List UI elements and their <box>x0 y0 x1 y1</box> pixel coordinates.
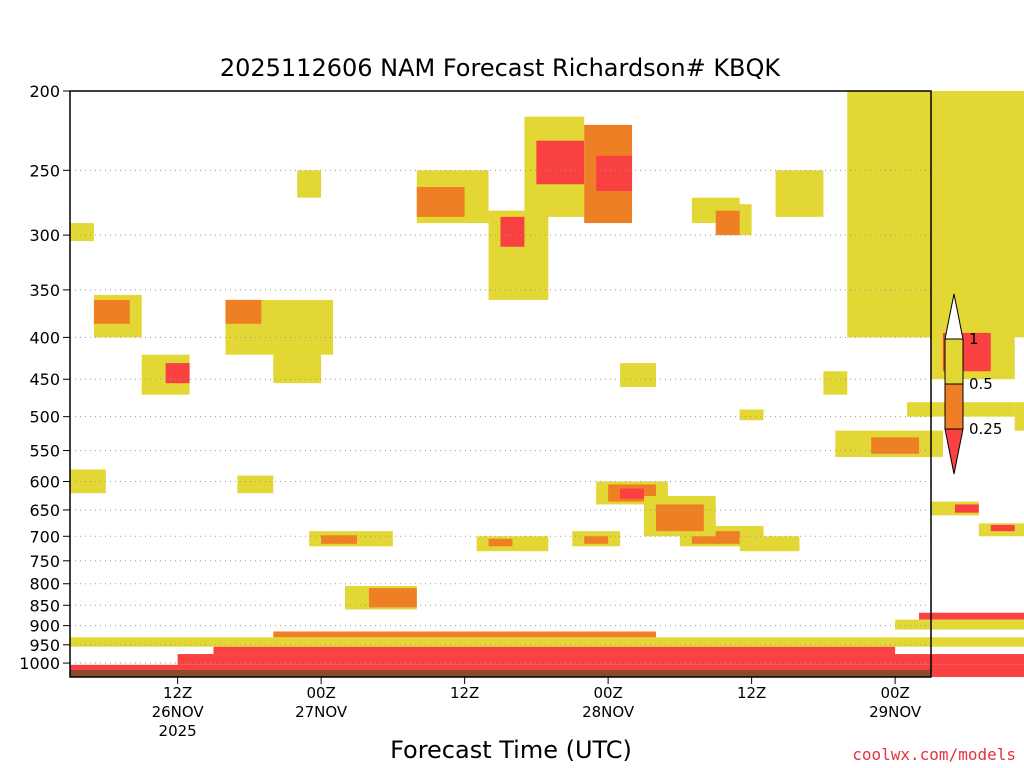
richardson-band-4 <box>273 631 656 638</box>
ground-strip <box>70 670 931 677</box>
richardson-region-32 <box>655 504 704 532</box>
richardson-region-10 <box>596 155 633 192</box>
colorbar-label-0-25: 0.25 <box>969 420 1002 438</box>
x-tick-label-0-1: 12Z <box>163 684 192 702</box>
x-tick-label-3-1: 00Z <box>593 684 622 702</box>
colorbar-label-0-5: 0.5 <box>969 375 993 393</box>
colorbar-bottom-arrow <box>944 428 964 475</box>
colorbar-band-0-25-to-0-5 <box>944 383 964 430</box>
richardson-region-27 <box>739 536 800 552</box>
y-tick-label-950: 950 <box>29 636 60 655</box>
y-axis: 200 250 300 350 400 450 500 550 600 650 700 750 800 8… <box>19 82 70 673</box>
richardson-region-53 <box>990 524 1015 532</box>
y-tick-label-700: 700 <box>29 527 60 546</box>
richardson-band-5 <box>919 612 1024 620</box>
richardson-band-1 <box>177 654 1024 665</box>
richardson-region-37 <box>476 536 549 552</box>
x-tick-label-4-1: 12Z <box>737 684 766 702</box>
richardson-region-46 <box>237 475 274 494</box>
colorbar-band-0-5-to-1 <box>944 338 964 385</box>
richardson-region-22 <box>871 437 920 454</box>
richardson-band-2 <box>213 646 896 655</box>
credit-text: coolwx.com/models <box>852 745 1016 764</box>
y-tick-label-550: 550 <box>29 442 60 461</box>
x-tick-label-5-1: 00Z <box>880 684 909 702</box>
richardson-region-51 <box>954 504 979 513</box>
y-tick-label-800: 800 <box>29 575 60 594</box>
richardson-region-8 <box>536 140 585 185</box>
richardson-region-47 <box>70 469 106 494</box>
richardson-region-43 <box>273 337 322 384</box>
richardson-region-24 <box>1014 402 1024 431</box>
x-tick-label-5-2: 29NOV <box>869 703 922 721</box>
y-tick-label-500: 500 <box>29 408 60 427</box>
richardson-region-49 <box>990 284 1024 310</box>
y-tick-label-750: 750 <box>29 552 60 571</box>
y-tick-label-250: 250 <box>29 161 60 180</box>
y-tick-label-900: 900 <box>29 617 60 636</box>
x-tick-label-0-3: 2025 <box>159 722 197 740</box>
colorbar: 1 0.5 0.25 <box>944 293 1002 475</box>
y-tick-label-450: 450 <box>29 370 60 389</box>
richardson-region-13 <box>500 216 525 247</box>
y-tick-label-600: 600 <box>29 472 60 491</box>
y-tick-label-400: 400 <box>29 328 60 347</box>
richardson-region-23 <box>739 409 764 421</box>
y-tick-label-1000: 1000 <box>19 654 60 673</box>
colorbar-label-1: 1 <box>969 330 979 348</box>
x-tick-label-1-2: 27NOV <box>295 703 348 721</box>
y-tick-label-850: 850 <box>29 596 60 615</box>
x-tick-label-0-2: 26NOV <box>152 703 205 721</box>
richardson-region-30 <box>620 488 644 499</box>
richardson-band-6 <box>895 619 1024 630</box>
richardson-region-6 <box>416 186 465 217</box>
plot-frame <box>69 90 932 678</box>
x-tick-label-2-1: 12Z <box>450 684 479 702</box>
x-tick-label-1-1: 00Z <box>306 684 335 702</box>
richardson-region-36 <box>321 535 357 544</box>
richardson-region-15 <box>775 170 824 217</box>
richardson-region-16 <box>620 363 656 388</box>
richardson-region-11 <box>297 170 322 198</box>
richardson-region-40 <box>584 536 609 544</box>
richardson-region-2 <box>225 299 262 324</box>
richardson-region-38 <box>488 538 513 547</box>
x-tick-label-3-2: 28NOV <box>582 703 635 721</box>
richardson-band-3 <box>70 637 1024 647</box>
richardson-region-17 <box>823 371 848 395</box>
y-tick-label-650: 650 <box>29 501 60 520</box>
plot-cells <box>70 91 1024 677</box>
richardson-region-4 <box>93 299 130 324</box>
chart-title: 2025112606 NAM Forecast Richardson# KBQK <box>220 54 782 82</box>
grid-lines <box>70 169 931 664</box>
y-tick-label-300: 300 <box>29 226 60 245</box>
y-tick-label-350: 350 <box>29 281 60 300</box>
richardson-region-48 <box>70 223 94 241</box>
richardson-region-42 <box>165 363 190 384</box>
y-tick-label-200: 200 <box>29 82 60 101</box>
richardson-region-45 <box>715 210 740 236</box>
richardson-region-34 <box>368 588 417 608</box>
x-axis-label: Forecast Time (UTC) <box>390 736 632 764</box>
